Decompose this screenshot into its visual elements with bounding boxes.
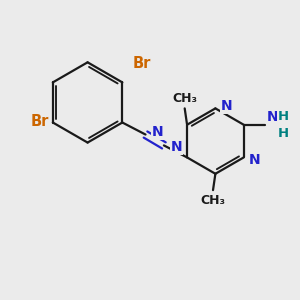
Text: N: N: [152, 125, 164, 139]
Text: H: H: [278, 127, 289, 140]
Text: CH₃: CH₃: [172, 92, 197, 105]
Text: N: N: [170, 140, 182, 154]
Text: N: N: [249, 153, 261, 167]
Text: N: N: [267, 110, 278, 124]
Text: CH₃: CH₃: [200, 194, 226, 207]
Text: H: H: [278, 110, 289, 123]
Text: Br: Br: [31, 113, 49, 128]
Text: N: N: [221, 99, 232, 113]
Text: Br: Br: [133, 56, 151, 71]
